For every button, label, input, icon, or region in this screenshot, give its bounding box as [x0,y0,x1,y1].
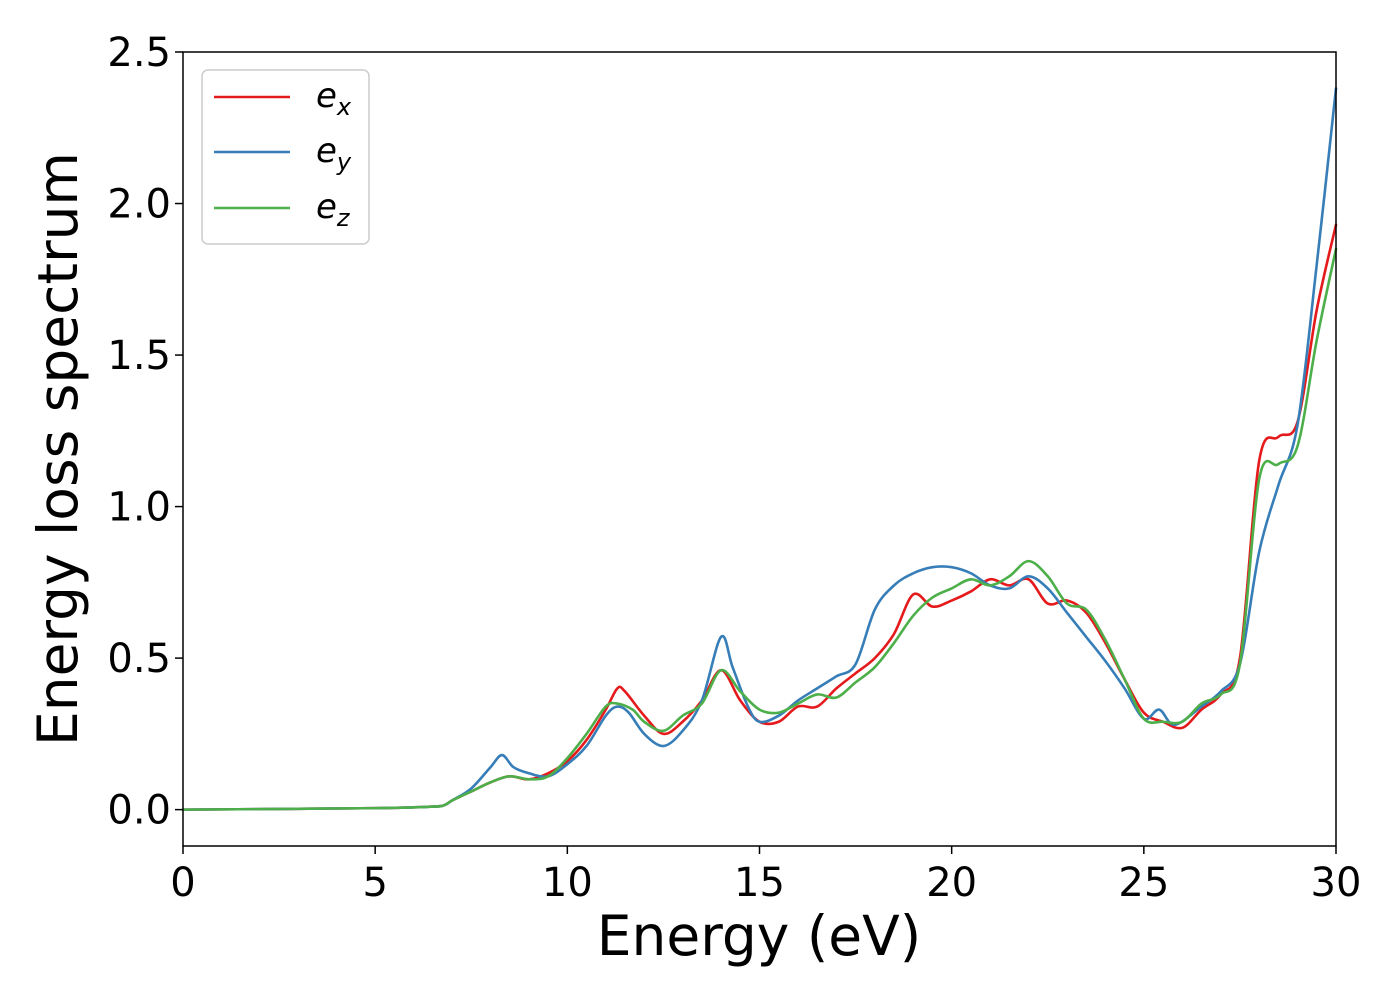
x-tick-label: 10 [542,860,593,906]
y-tick-label: 0.0 [107,788,171,834]
x-tick-label: 15 [734,860,785,906]
x-tick-label: 0 [170,860,195,906]
y-axis-label: Energy loss spectrum [26,152,90,746]
y-tick-label: 1.5 [107,333,171,379]
x-axis-ticks: 0 5 10 15 20 25 30 [170,846,1361,906]
legend-label-e-y: ey [316,131,352,176]
y-axis-ticks: 0.0 0.5 1.0 1.5 2.0 2.5 [107,30,183,834]
series-line-e-z [181,247,1338,811]
series-layer [181,87,1338,811]
legend-entries: ex ey ez [214,76,352,232]
y-tick-label: 2.5 [107,30,171,76]
legend-label-e-x: ex [316,76,352,121]
y-tick-label: 0.5 [107,636,171,682]
legend-frame [201,69,370,245]
y-tick-label: 1.0 [107,485,171,531]
legend-label-e-z: ez [316,187,351,232]
y-tick-label: 2.0 [107,182,171,228]
x-tick-label: 25 [1118,860,1169,906]
legend: ex ey ez [201,69,370,245]
x-tick-label: 5 [362,860,387,906]
x-axis-label: Energy (eV) [597,904,921,968]
x-tick-label: 20 [926,860,977,906]
x-tick-label: 30 [1311,860,1362,906]
